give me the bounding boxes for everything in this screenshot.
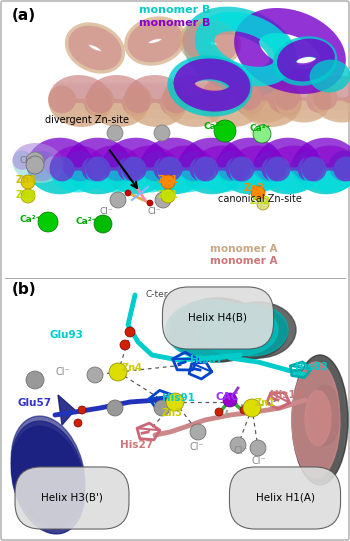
Circle shape — [109, 363, 127, 381]
Text: Zn1: Zn1 — [255, 398, 276, 408]
Text: monomer B: monomer B — [139, 18, 211, 28]
Text: Cl⁻: Cl⁻ — [233, 446, 248, 456]
Ellipse shape — [11, 426, 85, 534]
Text: His27: His27 — [120, 440, 153, 450]
Circle shape — [26, 156, 44, 174]
Text: Ca²⁺: Ca²⁺ — [76, 217, 97, 226]
Text: (a): (a) — [12, 8, 36, 23]
Text: His87: His87 — [190, 355, 223, 365]
Circle shape — [166, 393, 184, 411]
Text: monomer A: monomer A — [210, 244, 278, 254]
Text: Zn2: Zn2 — [250, 196, 271, 206]
Circle shape — [251, 186, 265, 200]
Circle shape — [107, 400, 123, 416]
Circle shape — [215, 408, 223, 416]
Circle shape — [214, 120, 236, 142]
Text: Glu93: Glu93 — [50, 330, 84, 340]
Circle shape — [257, 198, 269, 210]
Circle shape — [110, 192, 126, 208]
Text: Helix H3(B'): Helix H3(B') — [41, 493, 103, 503]
Circle shape — [154, 125, 170, 141]
Ellipse shape — [305, 391, 331, 445]
Text: canonical Zn-site: canonical Zn-site — [218, 194, 302, 204]
Text: Zn4: Zn4 — [122, 363, 143, 373]
Circle shape — [190, 424, 206, 440]
Text: monomer A: monomer A — [210, 256, 278, 266]
Ellipse shape — [170, 298, 266, 362]
Ellipse shape — [11, 421, 85, 529]
Text: Cl⁻: Cl⁻ — [190, 442, 205, 452]
Ellipse shape — [292, 355, 348, 485]
Polygon shape — [58, 395, 75, 425]
Text: Cl⁻: Cl⁻ — [252, 456, 267, 466]
Ellipse shape — [203, 305, 287, 360]
Circle shape — [223, 393, 237, 407]
Circle shape — [125, 327, 135, 337]
Text: Helix H4(B): Helix H4(B) — [189, 313, 247, 323]
Circle shape — [107, 125, 123, 141]
Text: Cl⁻: Cl⁻ — [148, 207, 162, 216]
Text: C-ter: C-ter — [145, 290, 168, 299]
Text: Cl⁻: Cl⁻ — [100, 207, 114, 216]
Circle shape — [21, 175, 35, 189]
Text: Zn2: Zn2 — [244, 183, 265, 193]
Text: CAC: CAC — [215, 392, 238, 402]
Circle shape — [26, 371, 44, 389]
Text: His91: His91 — [162, 393, 195, 403]
Circle shape — [155, 192, 171, 208]
Text: Ca²⁺: Ca²⁺ — [19, 215, 40, 224]
Text: monomer B: monomer B — [139, 5, 211, 15]
Text: His17: His17 — [270, 390, 303, 400]
Circle shape — [240, 406, 248, 414]
Circle shape — [230, 437, 246, 453]
Ellipse shape — [292, 362, 340, 478]
Circle shape — [74, 419, 82, 427]
Text: Cl⁻: Cl⁻ — [20, 156, 34, 165]
Text: Helix H1(A): Helix H1(A) — [256, 493, 315, 503]
Ellipse shape — [310, 385, 340, 445]
Circle shape — [78, 406, 86, 414]
Ellipse shape — [166, 300, 258, 360]
Text: Zn1: Zn1 — [158, 190, 179, 200]
Text: His83: His83 — [295, 362, 328, 372]
Circle shape — [21, 189, 35, 203]
Ellipse shape — [220, 302, 296, 358]
Circle shape — [161, 189, 175, 203]
Circle shape — [243, 399, 261, 417]
Text: Zn4: Zn4 — [16, 175, 37, 185]
Circle shape — [120, 340, 130, 350]
Text: divergent Zn-site: divergent Zn-site — [45, 115, 129, 125]
Circle shape — [26, 152, 44, 170]
Ellipse shape — [198, 304, 278, 356]
Bar — [5, 275, 345, 536]
Text: Cl⁻: Cl⁻ — [55, 367, 70, 377]
Circle shape — [94, 215, 112, 233]
Circle shape — [253, 125, 271, 143]
Circle shape — [161, 175, 175, 189]
Text: Zn3: Zn3 — [16, 190, 37, 200]
Circle shape — [154, 400, 170, 416]
Circle shape — [87, 367, 103, 383]
Text: Zn1: Zn1 — [158, 175, 179, 185]
Bar — [5, 3, 345, 270]
Ellipse shape — [11, 416, 85, 524]
Circle shape — [147, 200, 153, 206]
Circle shape — [125, 190, 131, 196]
Text: Glu57: Glu57 — [18, 398, 52, 408]
Text: Ca²⁺: Ca²⁺ — [250, 124, 271, 133]
Circle shape — [250, 440, 266, 456]
Text: Ca²⁺: Ca²⁺ — [204, 122, 225, 131]
Ellipse shape — [216, 304, 288, 356]
Text: (b): (b) — [12, 282, 37, 297]
Text: Zn3: Zn3 — [162, 408, 183, 418]
Circle shape — [38, 212, 58, 232]
